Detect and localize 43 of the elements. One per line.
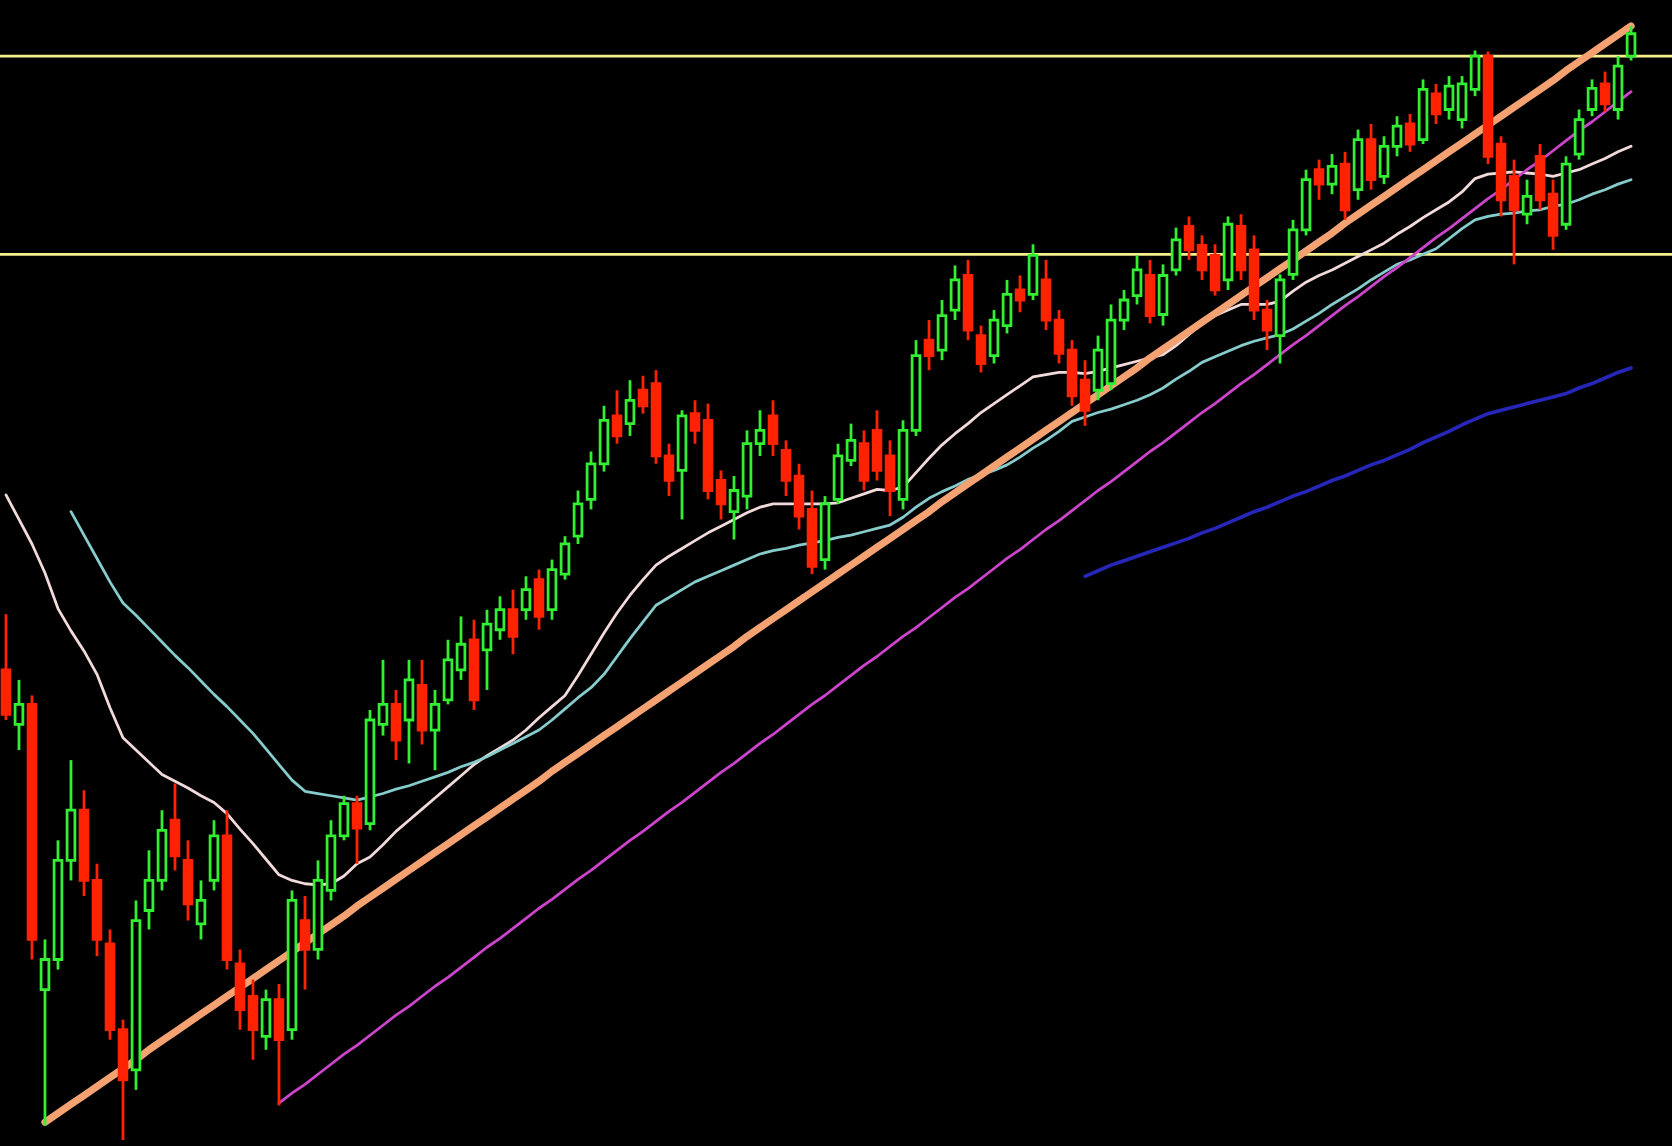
candlestick [923, 318, 935, 372]
candlestick [429, 688, 441, 772]
candlestick [975, 324, 987, 374]
candlestick [1404, 112, 1416, 154]
candlestick [260, 988, 272, 1052]
candlestick [1625, 24, 1637, 62]
candlestick [1326, 152, 1338, 196]
candlestick [1430, 82, 1442, 126]
candlestick [767, 398, 779, 458]
candlestick [169, 782, 181, 872]
candlestick [1170, 226, 1182, 277]
candlestick [507, 588, 519, 656]
candlestick [1014, 274, 1026, 314]
candlestick [1027, 242, 1039, 302]
candlestick [1521, 178, 1533, 226]
candlestick [1313, 158, 1325, 202]
candlestick [0, 612, 12, 722]
candlestick [1131, 254, 1143, 306]
candlestick [949, 264, 961, 322]
candlestick [416, 658, 428, 746]
candlestick [1586, 78, 1598, 118]
candlestick [273, 982, 285, 1107]
candlestick [1144, 258, 1156, 325]
candlestick [351, 794, 363, 866]
candlestick [390, 688, 402, 762]
candlestick [1573, 108, 1585, 162]
candlestick [403, 658, 415, 765]
candlestick [1365, 122, 1377, 192]
candlestick [572, 489, 584, 546]
candlestick [1339, 150, 1351, 222]
candlestick [611, 388, 623, 446]
candlestick [936, 298, 948, 362]
candlestick [208, 818, 220, 892]
candlestick [1612, 54, 1624, 121]
candlestick [624, 378, 636, 438]
candlestick [13, 678, 25, 752]
candlestick [195, 879, 207, 941]
candlestick [299, 894, 311, 991]
candlestick [182, 838, 194, 922]
candlestick [1157, 262, 1169, 328]
candlestick [520, 574, 532, 622]
candlestick [533, 568, 545, 632]
candlestick [1599, 70, 1611, 114]
